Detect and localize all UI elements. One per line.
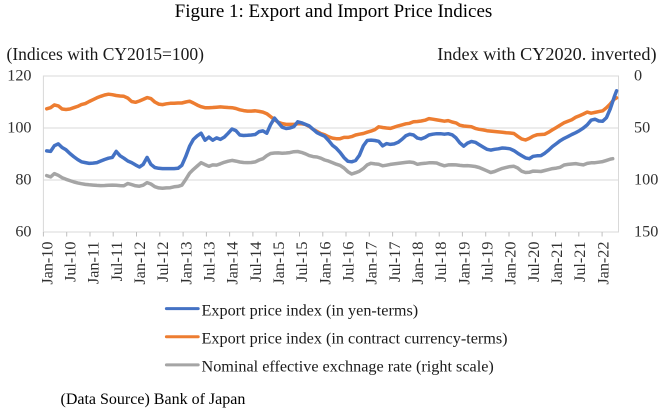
svg-text:60: 60 [15,223,31,241]
svg-text:Jul-20: Jul-20 [525,242,543,282]
svg-text:Jan-11: Jan-11 [85,242,103,285]
svg-text:Index with CY2020. inverted): Index with CY2020. inverted) [437,44,656,65]
svg-text:Jan-20: Jan-20 [502,242,520,285]
svg-text:Jul-17: Jul-17 [386,242,404,282]
svg-text:Jul-10: Jul-10 [62,242,80,282]
svg-text:Export price index (in yen-ter: Export price index (in yen-terms) [202,301,419,319]
svg-text:50: 50 [634,119,650,137]
svg-text:Jul-14: Jul-14 [247,242,265,282]
svg-text:Jan-14: Jan-14 [224,242,242,285]
svg-text:0: 0 [634,67,642,85]
svg-text:Jan-16: Jan-16 [316,242,334,285]
svg-text:100: 100 [7,119,31,137]
svg-text:Jan-17: Jan-17 [363,242,381,285]
svg-text:Jul-21: Jul-21 [571,242,589,282]
svg-text:100: 100 [634,171,658,189]
svg-text:Jul-18: Jul-18 [432,242,450,282]
svg-text:Jan-15: Jan-15 [270,242,288,285]
svg-text:(Data Source) Bank of Japan: (Data Source) Bank of Japan [61,391,246,408]
svg-text:Jul-12: Jul-12 [154,242,172,282]
svg-text:150: 150 [634,223,658,241]
svg-text:Jul-19: Jul-19 [479,242,497,282]
svg-text:Jan-18: Jan-18 [409,242,427,285]
svg-text:Jul-15: Jul-15 [293,242,311,282]
svg-text:Jul-13: Jul-13 [201,242,219,282]
svg-text:Jul-11: Jul-11 [108,242,126,282]
svg-text:Jan-10: Jan-10 [38,242,56,285]
svg-text:(Indices with CY2015=100): (Indices with CY2015=100) [7,44,205,64]
svg-text:Jan-21: Jan-21 [548,242,566,285]
svg-text:Jan-19: Jan-19 [455,242,473,285]
svg-text:Figure 1: Export and Import Pr: Figure 1: Export and Import Price Indice… [175,1,493,22]
svg-text:Jul-16: Jul-16 [340,242,358,282]
svg-text:120: 120 [7,67,31,85]
svg-text:Jan-22: Jan-22 [594,242,612,285]
svg-text:Export price index (in contrac: Export price index (in contract currency… [202,330,508,348]
svg-text:Nominal effective exchnage rat: Nominal effective exchnage rate (right s… [202,358,494,376]
svg-text:Jan-13: Jan-13 [177,242,195,285]
svg-text:Jan-12: Jan-12 [131,242,149,285]
svg-text:80: 80 [15,171,31,189]
